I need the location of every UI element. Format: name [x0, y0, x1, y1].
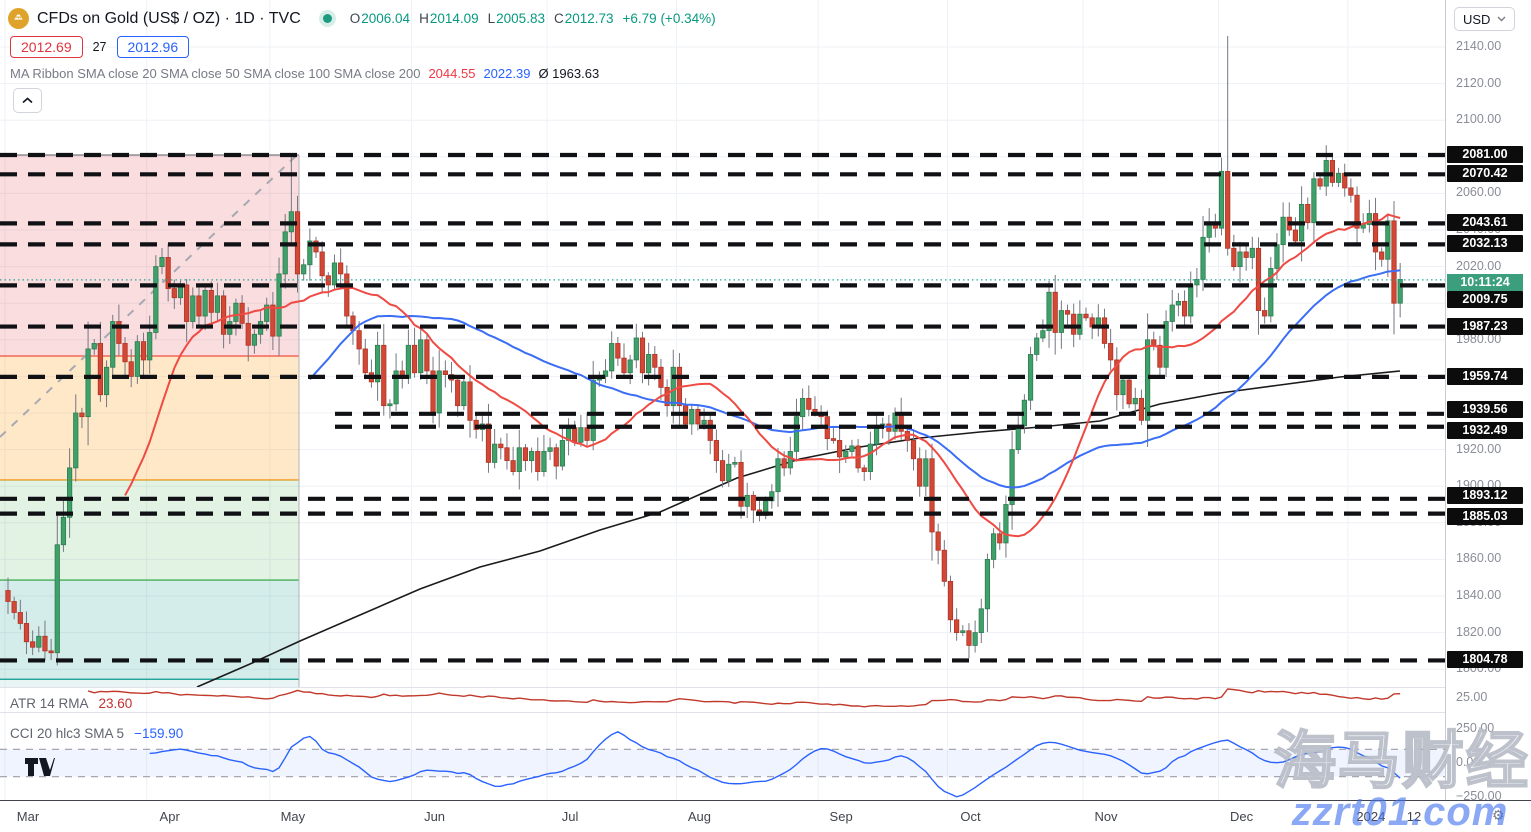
cci-line	[149, 730, 1401, 798]
gold-instrument-icon[interactable]	[8, 8, 29, 29]
market-status-icon[interactable]	[322, 14, 332, 23]
price-tick: 2060.00	[1456, 185, 1502, 200]
high-value: 2014.09	[429, 11, 479, 26]
level-badge: 1804.78	[1447, 651, 1523, 669]
bid-ask-row: 2012.69 27 2012.96	[10, 36, 190, 58]
countdown-badge[interactable]: 10:11:24	[1447, 273, 1523, 291]
price-tick: 1860.00	[1456, 551, 1502, 566]
level-badge: 1987.23	[1447, 317, 1523, 335]
ma-ribbon-label: MA Ribbon SMA close 20 SMA close 50 SMA …	[10, 66, 421, 81]
time-label: Nov	[1094, 809, 1118, 824]
time-label: Jun	[424, 809, 446, 824]
atr-scale-tick: 25.00	[1456, 690, 1488, 704]
zone-band-teal	[0, 580, 299, 680]
sma50-value: 2022.39	[483, 66, 531, 81]
zone-band-orange	[0, 356, 299, 480]
ohlc-values: O2006.04 H2014.09 L2005.83 C2012.73 +6.7…	[349, 11, 716, 26]
time-label: Sep	[829, 809, 853, 824]
time-label: Jul	[561, 809, 579, 824]
symbol-header: CFDs on Gold (US$ / OZ) · 1D · TVC O2006…	[8, 8, 716, 29]
chevron-up-icon	[22, 97, 33, 104]
sma200-line	[196, 370, 1401, 687]
time-label: Oct	[960, 809, 981, 824]
price-tick: 2020.00	[1456, 258, 1502, 273]
open-value: 2006.04	[361, 11, 411, 26]
price-tick: 1920.00	[1456, 441, 1502, 456]
level-badge: 2081.00	[1447, 145, 1523, 163]
close-value: 2012.73	[564, 11, 614, 26]
currency-dropdown[interactable]: USD	[1454, 7, 1516, 31]
cci-legend[interactable]: CCI 20 hlc3 SMA 5 −159.90	[10, 726, 183, 741]
atr-label: ATR 14 RMA	[10, 696, 89, 711]
price-tick: 2120.00	[1456, 75, 1502, 90]
time-label: May	[280, 809, 306, 824]
trendline	[0, 154, 298, 438]
atr-line	[87, 688, 1401, 708]
time-label: 2024	[1356, 809, 1386, 824]
level-badge: 1885.03	[1447, 507, 1523, 525]
atr-value: 23.60	[98, 696, 133, 711]
level-lines	[0, 152, 1445, 663]
level-badge: 2032.13	[1447, 235, 1523, 253]
chevron-down-icon	[1497, 16, 1506, 22]
low-value: 2005.83	[496, 11, 545, 26]
level-badge: 2043.61	[1447, 214, 1523, 232]
price-tick: 1820.00	[1456, 624, 1502, 639]
ma-ribbon-legend[interactable]: MA Ribbon SMA close 20 SMA close 50 SMA …	[10, 66, 599, 81]
currency-label: USD	[1463, 11, 1491, 27]
cci-scale-tick: 0.00	[1456, 755, 1481, 769]
level-badge: 2009.75	[1447, 291, 1523, 309]
level-badge: 1893.12	[1447, 486, 1523, 504]
time-axis[interactable]: ⚙ Mar Apr May Jun Jul Aug Sep Oct Nov Dec 2024 12	[0, 800, 1531, 832]
level-badge: 1939.56	[1447, 400, 1523, 418]
level-badge: 1932.49	[1447, 421, 1523, 439]
time-label: Apr	[159, 809, 180, 824]
sma-average-value: Ø 1963.63	[538, 66, 600, 81]
cci-value: −159.90	[134, 726, 184, 741]
zone-band-green	[0, 479, 299, 581]
buy-button[interactable]: 2012.96	[116, 36, 190, 58]
time-label: Dec	[1229, 809, 1254, 824]
price-tick: 2140.00	[1456, 39, 1502, 53]
cci-label: CCI 20 hlc3 SMA 5	[10, 726, 125, 741]
atr-legend[interactable]: ATR 14 RMA 23.60	[10, 696, 132, 711]
price-tick: 1840.00	[1456, 588, 1502, 602]
sma20-line	[124, 213, 1401, 538]
cci-scale-tick: −250.00	[1456, 789, 1502, 804]
level-badge: 2070.42	[1447, 165, 1523, 183]
time-label: Mar	[16, 809, 40, 824]
gear-icon[interactable]: ⚙	[1492, 807, 1505, 823]
tradingview-logo[interactable]	[24, 757, 56, 782]
sell-button[interactable]: 2012.69	[10, 36, 83, 58]
sma20-value: 2044.55	[428, 66, 476, 81]
cci-scale-tick: 250.00	[1456, 720, 1495, 735]
change-value: +6.79 (+0.34%)	[622, 11, 716, 26]
zones-layer	[0, 154, 300, 687]
price-tick: 2100.00	[1456, 112, 1502, 127]
time-label: Aug	[687, 809, 712, 824]
collapse-legend-button[interactable]	[13, 88, 42, 113]
level-badge: 1959.74	[1447, 367, 1523, 385]
cci-band	[0, 749, 1445, 777]
price-axis[interactable]: USD 2140.002120.002100.002080.002060.002…	[1445, 0, 1531, 804]
spread-value: 27	[92, 40, 107, 54]
time-label: 12	[1406, 809, 1422, 824]
price-tick: 1980.00	[1456, 331, 1502, 346]
symbol-title[interactable]: CFDs on Gold (US$ / OZ) · 1D · TVC	[37, 9, 301, 27]
